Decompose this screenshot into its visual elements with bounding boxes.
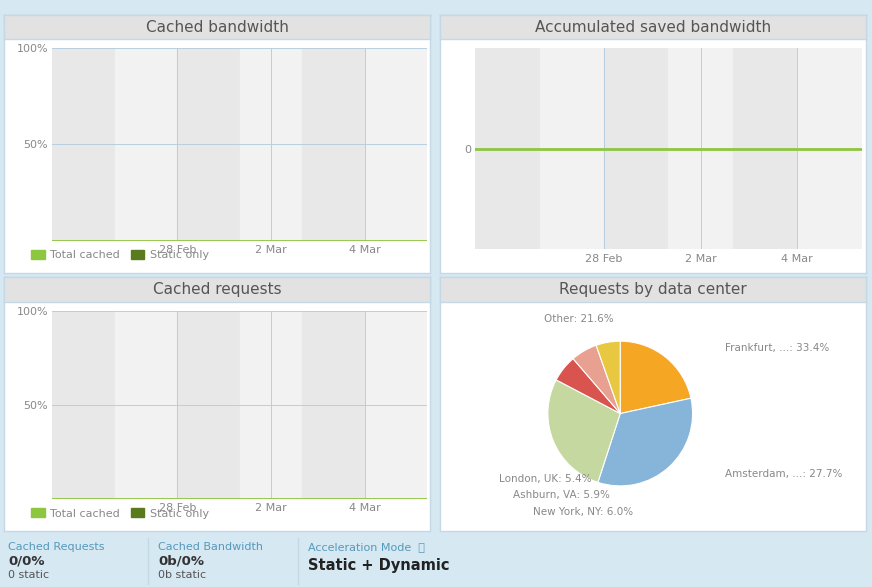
Bar (604, 48, 668, 249)
Bar (364, 48, 427, 241)
Wedge shape (620, 341, 691, 413)
Bar (240, 311, 303, 499)
Text: 0/0%: 0/0% (8, 555, 44, 568)
Text: Other: 21.6%: Other: 21.6% (544, 314, 614, 324)
Text: Cached Requests: Cached Requests (8, 542, 105, 552)
Bar (364, 311, 427, 499)
Bar (303, 48, 364, 241)
Bar (732, 48, 797, 249)
Bar (797, 48, 862, 249)
Bar (475, 48, 540, 249)
Legend: Total cached, Static only: Total cached, Static only (27, 246, 214, 265)
Bar (177, 311, 240, 499)
Bar (303, 311, 364, 499)
Legend: Total cached, Static only: Total cached, Static only (27, 504, 214, 523)
Text: Requests by data center: Requests by data center (559, 282, 747, 297)
Wedge shape (573, 345, 620, 413)
Wedge shape (548, 380, 620, 483)
Bar (52, 48, 115, 241)
Text: Cached Bandwidth: Cached Bandwidth (158, 542, 263, 552)
Text: Accumulated saved bandwidth: Accumulated saved bandwidth (535, 19, 771, 35)
Bar (540, 48, 604, 249)
Text: Static + Dynamic: Static + Dynamic (308, 558, 449, 573)
Text: Cached bandwidth: Cached bandwidth (146, 19, 289, 35)
Text: 0b static: 0b static (158, 570, 206, 580)
Bar (115, 48, 177, 241)
Text: London, UK: 5.4%: London, UK: 5.4% (499, 474, 591, 484)
Text: Acceleration Mode  ⓘ: Acceleration Mode ⓘ (308, 542, 425, 552)
Bar (669, 48, 732, 249)
Text: 0 static: 0 static (8, 570, 49, 580)
Text: Ashburn, VA: 5.9%: Ashburn, VA: 5.9% (513, 490, 610, 500)
Wedge shape (598, 398, 692, 486)
Wedge shape (596, 341, 620, 413)
Bar (240, 48, 303, 241)
Bar (177, 48, 240, 241)
Bar (52, 311, 115, 499)
Text: Cached requests: Cached requests (153, 282, 282, 297)
Bar (115, 311, 177, 499)
Text: Amsterdam, ...: 27.7%: Amsterdam, ...: 27.7% (726, 470, 843, 480)
Text: Frankfurt, ...: 33.4%: Frankfurt, ...: 33.4% (726, 343, 830, 353)
Text: New York, NY: 6.0%: New York, NY: 6.0% (534, 507, 633, 517)
Text: 0b/0%: 0b/0% (158, 555, 204, 568)
Wedge shape (556, 359, 620, 413)
